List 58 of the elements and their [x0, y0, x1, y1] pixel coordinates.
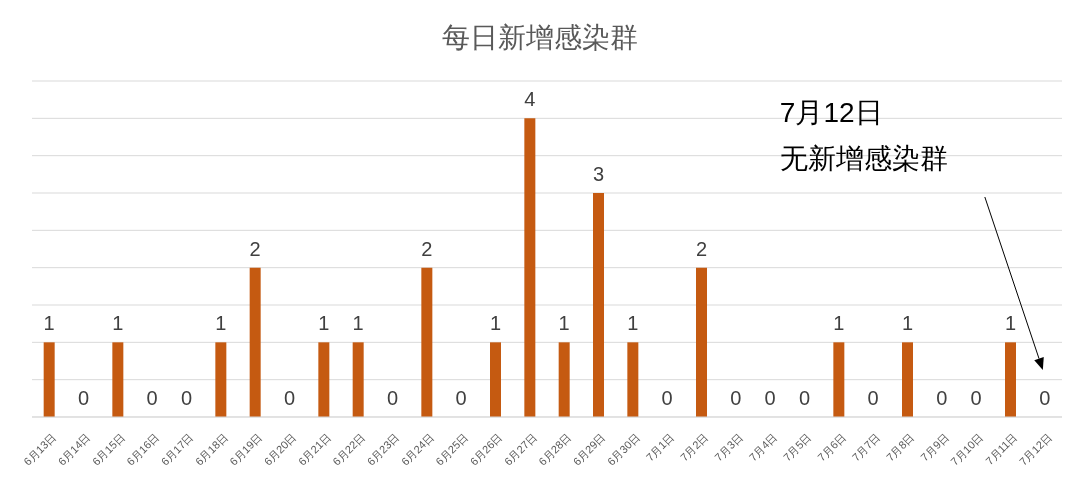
data-label: 0 — [180, 387, 193, 409]
bar — [627, 342, 639, 417]
data-label: 1 — [43, 312, 55, 335]
data-label: 0 — [77, 387, 90, 409]
data-label: 0 — [1039, 387, 1051, 409]
data-label: 0 — [661, 387, 673, 409]
data-label: 2 — [695, 237, 708, 260]
data-label: 1 — [112, 312, 124, 335]
data-label: 0 — [386, 387, 399, 409]
data-label: 2 — [249, 237, 261, 260]
data-label: 0 — [867, 387, 879, 409]
chart-title: 每日新增感染群 — [441, 21, 639, 55]
x-tick-label: 7月8日 — [883, 430, 917, 464]
bar — [215, 342, 227, 417]
bar — [524, 118, 536, 417]
data-label: 0 — [146, 387, 158, 409]
bar — [902, 342, 914, 417]
bar — [593, 193, 605, 417]
x-tick-label: 7月3日 — [712, 430, 745, 464]
bar — [490, 342, 502, 417]
data-label: 1 — [901, 312, 914, 335]
bar — [421, 267, 433, 417]
x-tick-label: 7月4日 — [746, 430, 780, 464]
data-label: 0 — [936, 387, 948, 409]
bar — [43, 342, 55, 417]
data-label: 0 — [455, 387, 467, 409]
bar — [558, 342, 570, 417]
x-tick-label: 7月2日 — [677, 430, 711, 464]
data-label: 1 — [215, 312, 227, 335]
x-tick-label: 7月7日 — [849, 430, 883, 464]
data-label: 1 — [352, 312, 364, 335]
data-label: 1 — [833, 312, 845, 335]
data-label: 1 — [318, 312, 330, 335]
bar — [249, 267, 261, 417]
bar — [112, 342, 124, 417]
data-label: 0 — [970, 387, 982, 409]
x-tick-label: 7月10日 — [948, 430, 986, 468]
data-label: 4 — [524, 88, 536, 111]
x-tick-label: 7月9日 — [918, 430, 951, 464]
data-label: 3 — [592, 163, 605, 185]
data-label: 1 — [627, 312, 639, 335]
bar — [352, 342, 364, 417]
data-label: 1 — [558, 312, 570, 335]
data-label: 1 — [489, 312, 502, 335]
x-tick-label: 7月5日 — [780, 430, 814, 464]
data-label: 0 — [730, 387, 742, 409]
data-label: 0 — [764, 387, 776, 409]
data-label: 0 — [798, 387, 811, 409]
data-label: 1 — [1004, 312, 1017, 335]
x-tick-label: 7月6日 — [815, 430, 848, 464]
annotation: 7月12日无新增感染群 — [779, 97, 948, 174]
bar — [1005, 342, 1017, 417]
data-label: 0 — [283, 387, 296, 409]
bar — [833, 342, 845, 417]
x-tick-label: 7月1日 — [643, 430, 677, 464]
bar — [318, 342, 330, 417]
data-label: 2 — [421, 237, 433, 260]
bar — [696, 267, 708, 417]
